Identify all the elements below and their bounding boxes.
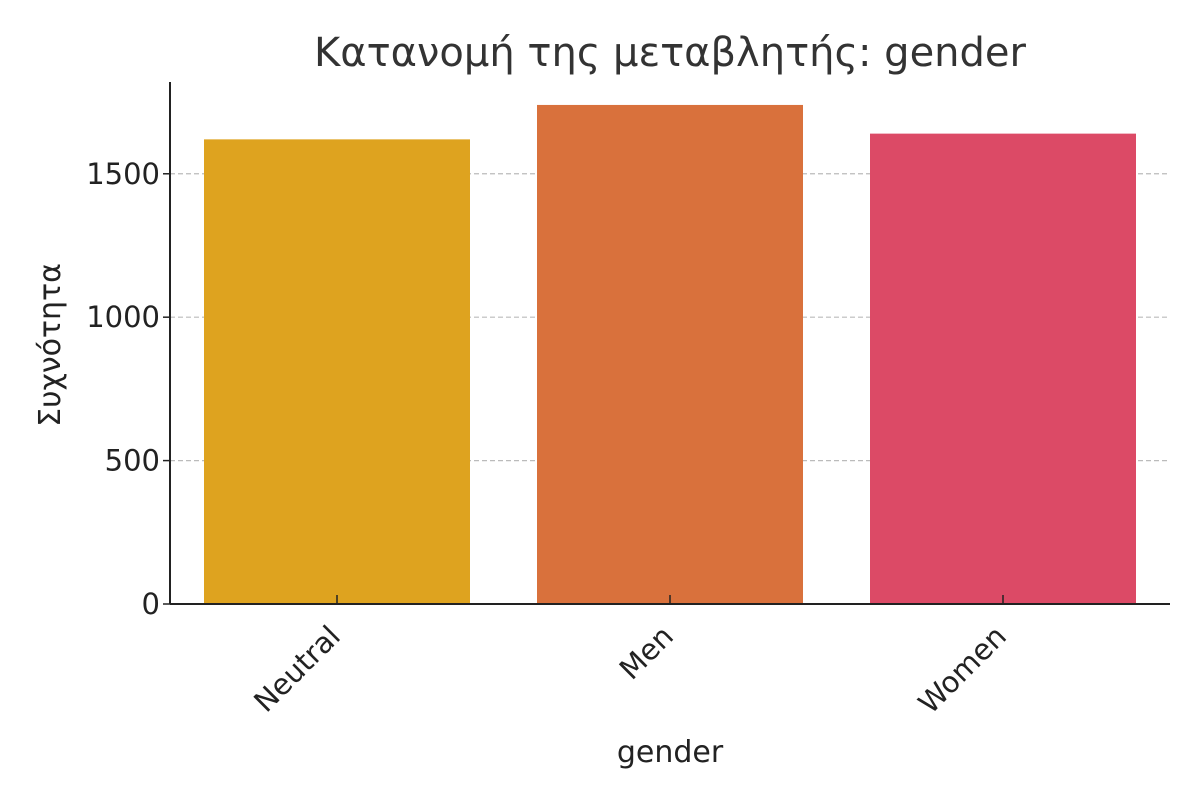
x-tick-label: Men [613,619,680,686]
y-tick-label: 500 [105,444,160,478]
y-tick-label: 1500 [86,157,160,191]
bar-women [870,133,1136,604]
bars [204,104,1136,604]
y-tick-label: 0 [142,587,160,621]
x-ticks: Neutral Men Women [247,595,1013,720]
bar-neutral [204,139,470,604]
y-ticks: 0 500 1000 1500 [86,157,170,621]
y-axis-label: Συχνότητα [33,263,68,427]
x-tick-label: Women [912,619,1013,720]
bar-men [537,104,803,604]
x-axis-label: gender [617,735,724,770]
x-tick-label: Neutral [247,619,347,719]
y-tick-label: 1000 [86,300,160,334]
chart-title: Κατανομή της μεταβλητής: gender [314,30,1027,76]
